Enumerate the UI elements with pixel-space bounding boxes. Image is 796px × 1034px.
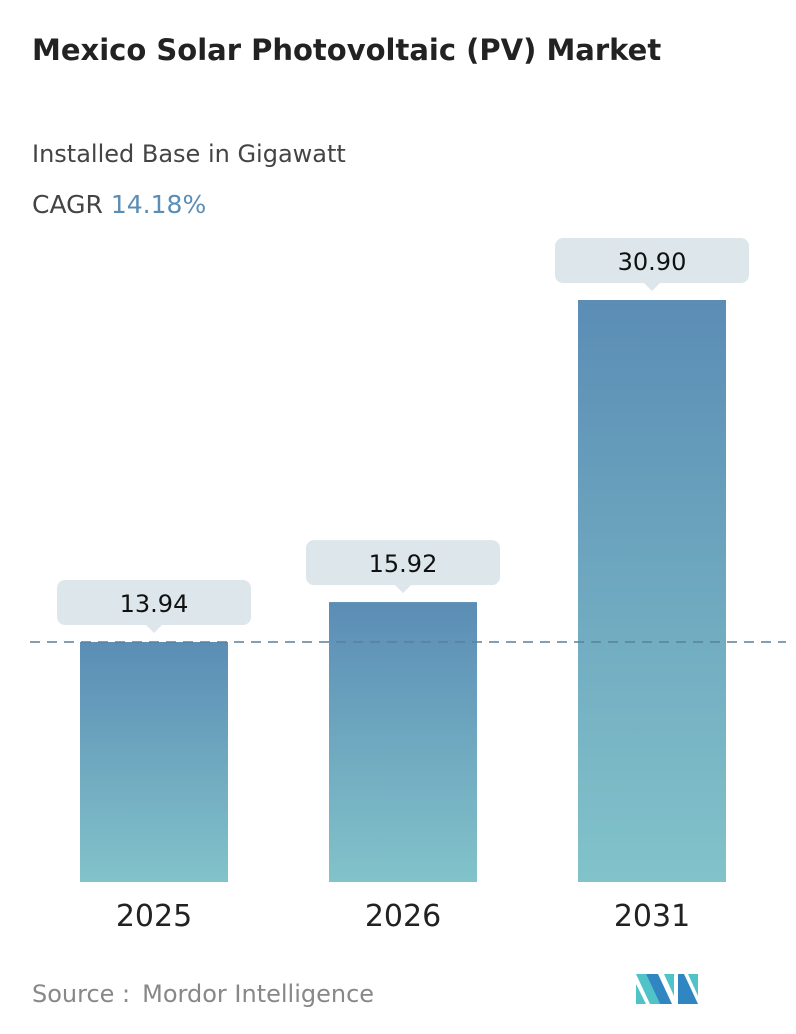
bar-2025 (80, 642, 228, 882)
data-label: 15.92 (369, 550, 438, 578)
bar-2026 (329, 602, 477, 882)
chart-subtitle: Installed Base in Gigawatt (32, 140, 346, 168)
cagr: CAGR 14.18% (32, 190, 206, 219)
data-label: 30.90 (618, 248, 687, 276)
chart-title: Mexico Solar Photovoltaic (PV) Market (32, 33, 662, 67)
data-label-box (306, 540, 500, 586)
bar-2031 (578, 300, 726, 882)
x-tick-label: 2031 (614, 899, 690, 934)
data-label-pointer (644, 283, 660, 291)
data-label-box (57, 580, 251, 625)
data-label-box (555, 238, 749, 283)
source: Source : Mordor Intelligence (32, 980, 374, 1008)
data-label-pointer (146, 625, 162, 633)
data-label: 13.94 (120, 590, 189, 618)
x-tick-label: 2026 (365, 899, 441, 934)
data-label-pointer (395, 585, 411, 594)
x-tick-label: 2025 (116, 899, 192, 934)
source-value: Mordor Intelligence (142, 980, 375, 1008)
cagr-value: 14.18% (110, 190, 207, 219)
source-label: Source : (32, 980, 131, 1008)
cagr-label: CAGR (32, 190, 103, 219)
